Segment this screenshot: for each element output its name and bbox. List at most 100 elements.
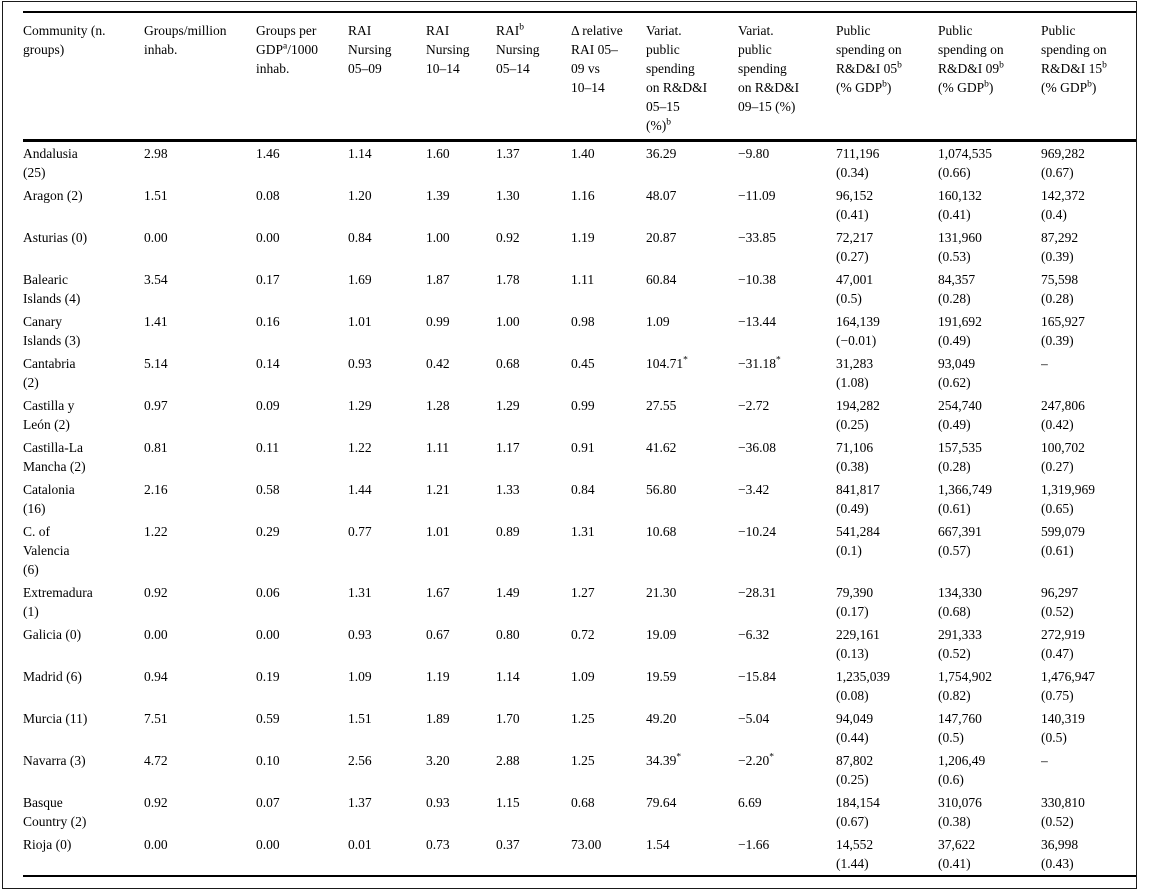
value-cell: 1.16 [571, 188, 595, 203]
value-cell: 1,476,947 (0.75) [1041, 669, 1095, 703]
value-cell: 1.09 [646, 314, 670, 329]
value-cell: 0.08 [256, 188, 280, 203]
value-cell: 0.97 [144, 398, 168, 413]
value-cell: 0.68 [496, 356, 520, 371]
value-cell: 247,806 (0.42) [1041, 398, 1085, 432]
table-row: Castilla y León (2) 0.97 0.09 1.29 1.28 1.29 0.… [23, 394, 1136, 436]
value-cell: 1.39 [426, 188, 450, 203]
value-cell: 14,552 (1.44) [836, 837, 874, 871]
value-cell: 1.54 [646, 837, 670, 852]
value-cell: 841,817 (0.49) [836, 482, 880, 516]
value-cell: 2.16 [144, 482, 168, 497]
value-cell: 94,049 (0.44) [836, 711, 874, 745]
value-cell: 1.28 [426, 398, 450, 413]
value-cell: 87,292 (0.39) [1041, 230, 1079, 264]
value-cell: – [1041, 356, 1048, 371]
value-cell: 1.27 [571, 585, 595, 600]
value-cell: 0.00 [144, 837, 168, 852]
table-row: Catalonia (16) 2.16 0.58 1.44 1.21 1.33 0.84 56.… [23, 478, 1136, 520]
value-cell: 96,152 (0.41) [836, 188, 874, 222]
value-cell: 184,154 (0.67) [836, 795, 880, 829]
value-cell: 0.80 [496, 627, 520, 642]
value-cell: 1.51 [348, 711, 372, 726]
value-cell: −3.42 [738, 482, 770, 497]
value-cell: 1.67 [426, 585, 450, 600]
value-cell: −28.31 [738, 585, 776, 600]
community-cell: Balearic Islands (4) [23, 272, 81, 306]
value-cell: 1,366,749 (0.61) [938, 482, 992, 516]
value-cell: 1.25 [571, 711, 595, 726]
value-cell: 0.98 [571, 314, 595, 329]
superscript-marker: b [882, 79, 887, 90]
value-cell: 1.31 [348, 585, 372, 600]
value-cell: 1.22 [348, 440, 372, 455]
value-cell: 0.99 [571, 398, 595, 413]
table-row: Basque Country (2) 0.92 0.07 1.37 0.93 1.15 0.6… [23, 791, 1136, 833]
value-cell: 667,391 (0.57) [938, 524, 982, 558]
value-cell: 0.93 [348, 356, 372, 371]
value-cell: 0.42 [426, 356, 450, 371]
value-cell: 2.56 [348, 753, 372, 768]
value-cell: 291,333 (0.52) [938, 627, 982, 661]
value-cell: 1.31 [571, 524, 595, 539]
value-cell: 0.00 [256, 627, 280, 642]
value-cell: 0.94 [144, 669, 168, 684]
table-row: Madrid (6) 0.94 0.19 1.09 1.19 1.14 1.09 19.59 −… [23, 665, 1136, 707]
value-cell: 0.01 [348, 837, 372, 852]
community-cell: Castilla y León (2) [23, 398, 75, 432]
value-cell: 1.89 [426, 711, 450, 726]
table-body: Andalusia (25) 2.98 1.46 1.14 1.60 1.37 1.40 36.… [23, 141, 1136, 877]
table-header: Community (n. groups) Groups/million inhab.… [23, 12, 1136, 142]
value-cell: 1.44 [348, 482, 372, 497]
value-cell: 47,001 (0.5) [836, 272, 874, 306]
column-header-12: Public spending on R&D&I 15b (% GDPb) [1041, 12, 1136, 142]
community-cell: Murcia (11) [23, 711, 88, 726]
value-cell: 142,372 (0.4) [1041, 188, 1085, 222]
value-cell: 1.37 [496, 146, 520, 161]
value-cell: 0.84 [571, 482, 595, 497]
value-cell: 0.00 [256, 837, 280, 852]
superscript-marker: b [666, 117, 671, 128]
column-header-11: Public spending on R&D&I 09b (% GDPb) [938, 12, 1041, 142]
value-cell: 541,284 (0.1) [836, 524, 880, 558]
value-cell: 1.78 [496, 272, 520, 287]
value-cell: 10.68 [646, 524, 677, 539]
value-cell: 1,074,535 (0.66) [938, 146, 992, 180]
value-cell: 1.60 [426, 146, 450, 161]
value-cell: 0.37 [496, 837, 520, 852]
value-cell: 31,283 (1.08) [836, 356, 874, 390]
table-row: Asturias (0) 0.00 0.00 0.84 1.00 0.92 1.19 20.8… [23, 226, 1136, 268]
value-cell: 3.20 [426, 753, 450, 768]
value-cell: 310,076 (0.38) [938, 795, 982, 829]
table-row: Aragon (2) 1.51 0.08 1.20 1.39 1.30 1.16 48.07 −… [23, 184, 1136, 226]
value-cell: 1.14 [496, 669, 520, 684]
column-header-6: RAIb Nursing 05–14 [496, 12, 571, 142]
table-row: Galicia (0) 0.00 0.00 0.93 0.67 0.80 0.72 19.09… [23, 623, 1136, 665]
community-cell: Basque Country (2) [23, 795, 87, 829]
value-cell: 254,740 (0.49) [938, 398, 982, 432]
value-cell: 0.93 [348, 627, 372, 642]
value-cell: 36.29 [646, 146, 677, 161]
value-cell: 0.72 [571, 627, 595, 642]
value-cell: 229,161 (0.13) [836, 627, 880, 661]
value-cell: 140,319 (0.5) [1041, 711, 1085, 745]
value-cell: 1,754,902 (0.82) [938, 669, 992, 703]
value-cell: 272,919 (0.47) [1041, 627, 1085, 661]
table-row: Navarra (3) 4.72 0.10 2.56 3.20 2.88 1.25 34.39… [23, 749, 1136, 791]
value-cell: 48.07 [646, 188, 677, 203]
superscript-marker: b [1087, 79, 1092, 90]
value-cell: 1,319,969 (0.65) [1041, 482, 1095, 516]
superscript-marker: * [676, 752, 682, 763]
value-cell: 0.92 [496, 230, 520, 245]
superscript-marker: b [999, 60, 1004, 71]
value-cell: 0.92 [144, 585, 168, 600]
value-cell: 1,235,039 (0.08) [836, 669, 890, 703]
value-cell: 20.87 [646, 230, 677, 245]
value-cell: 191,692 (0.49) [938, 314, 982, 348]
value-cell: −10.24 [738, 524, 776, 539]
value-cell: 0.06 [256, 585, 280, 600]
value-cell: 1.01 [426, 524, 450, 539]
header-row: Community (n. groups) Groups/million inhab.… [23, 12, 1136, 142]
value-cell: −6.32 [738, 627, 770, 642]
value-cell: 0.00 [144, 230, 168, 245]
